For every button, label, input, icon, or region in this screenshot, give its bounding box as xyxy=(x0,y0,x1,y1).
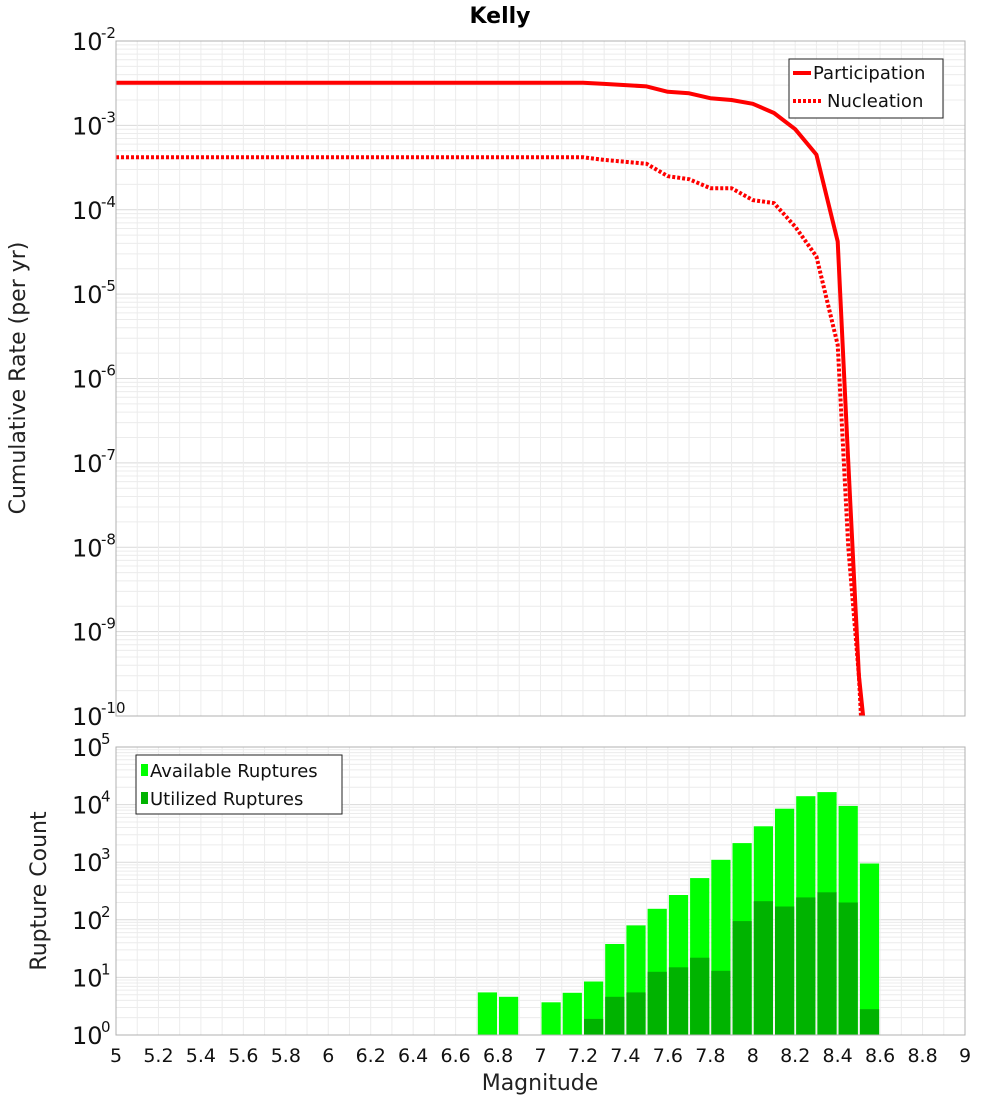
x-tick-label: 8.6 xyxy=(865,1045,895,1067)
x-tick-label: 9 xyxy=(959,1045,971,1067)
bottom-ytick-exp: 4 xyxy=(101,788,111,806)
bottom-ytick-base: 10 xyxy=(72,792,103,820)
top-ytick-exp: -5 xyxy=(101,277,116,295)
bottom-ytick-exp: 2 xyxy=(101,903,111,921)
x-tick-label: 5.2 xyxy=(143,1045,173,1067)
x-tick-label: 7.8 xyxy=(695,1045,725,1067)
top-ytick-exp: -10 xyxy=(101,699,126,717)
series-line-participation xyxy=(116,80,866,717)
x-tick-label: 8.8 xyxy=(907,1045,937,1067)
bar-utilized xyxy=(605,996,625,1035)
bar-utilized xyxy=(647,971,667,1035)
bar-utilized xyxy=(626,992,646,1035)
top-ytick-base: 10 xyxy=(72,450,103,478)
top-ytick-base: 10 xyxy=(72,366,103,394)
bottom-ytick-exp: 0 xyxy=(101,1018,111,1036)
top-y-axis-label: Cumulative Rate (per yr) xyxy=(6,242,31,515)
chart-title: Kelly xyxy=(469,4,530,29)
legend-label-available: Available Ruptures xyxy=(150,761,318,782)
bar-utilized xyxy=(690,957,710,1035)
bar-utilized xyxy=(838,902,858,1035)
bar-utilized xyxy=(775,906,795,1035)
bar-utilized xyxy=(859,1009,880,1035)
x-tick-label: 5 xyxy=(110,1045,122,1067)
x-tick-label: 5.6 xyxy=(228,1045,258,1067)
legend-label-participation: Participation xyxy=(813,63,925,84)
top-ytick-exp: -9 xyxy=(101,615,116,633)
x-tick-label: 8.2 xyxy=(780,1045,810,1067)
x-tick-label: 6.8 xyxy=(483,1045,513,1067)
bar-utilized xyxy=(753,901,773,1035)
bottom-ytick-base: 10 xyxy=(72,849,103,877)
top-ytick-exp: -6 xyxy=(101,362,116,380)
bottom-ytick-exp: 5 xyxy=(101,730,111,748)
top-ytick-base: 10 xyxy=(72,281,103,309)
top-plot-border xyxy=(115,40,966,717)
bottom-y-axis-label: Rupture Count xyxy=(27,811,52,971)
x-tick-label: 7.6 xyxy=(653,1045,683,1067)
bottom-ytick-base: 10 xyxy=(72,1022,103,1050)
series-line-nucleation xyxy=(116,155,863,717)
top-ytick-exp: -4 xyxy=(101,193,116,211)
legend-swatch-utilized xyxy=(141,792,148,804)
x-tick-label: 6.4 xyxy=(398,1045,428,1067)
bottom-legend-box xyxy=(135,754,343,815)
x-tick-label: 5.4 xyxy=(186,1045,216,1067)
legend-swatch-available xyxy=(141,764,148,776)
x-axis-label: Magnitude xyxy=(482,1071,599,1096)
bar-utilized xyxy=(668,967,689,1035)
top-ytick-base: 10 xyxy=(72,112,103,140)
top-ytick-exp: -2 xyxy=(101,24,116,42)
bottom-ytick-exp: 3 xyxy=(101,845,111,863)
bar-available xyxy=(541,1002,561,1035)
bar-utilized xyxy=(796,897,816,1035)
top-ytick-base: 10 xyxy=(72,197,103,225)
top-ytick-exp: -7 xyxy=(101,446,116,464)
bar-available xyxy=(477,992,497,1035)
bar-utilized xyxy=(584,1018,604,1035)
x-tick-label: 7 xyxy=(534,1045,546,1067)
top-ytick-base: 10 xyxy=(72,28,103,56)
x-tick-label: 6 xyxy=(322,1045,334,1067)
bar-utilized xyxy=(817,892,837,1035)
top-ytick-exp: -3 xyxy=(101,108,116,126)
top-ytick-exp: -8 xyxy=(101,530,116,548)
bottom-ytick-base: 10 xyxy=(72,964,103,992)
top-ytick-base: 10 xyxy=(72,703,103,731)
x-tick-label: 6.6 xyxy=(440,1045,470,1067)
x-tick-label: 8 xyxy=(747,1045,759,1067)
top-ytick-base: 10 xyxy=(72,619,103,647)
bar-available xyxy=(499,996,519,1035)
bottom-plot-border xyxy=(115,746,966,1036)
bar-utilized xyxy=(711,970,731,1035)
x-tick-label: 5.8 xyxy=(271,1045,301,1067)
x-tick-label: 6.2 xyxy=(356,1045,386,1067)
legend-label-utilized: Utilized Ruptures xyxy=(150,789,303,810)
legend-label-nucleation: Nucleation xyxy=(827,91,923,112)
x-tick-label: 7.2 xyxy=(568,1045,598,1067)
bar-utilized xyxy=(732,921,752,1035)
bottom-ytick-base: 10 xyxy=(72,907,103,935)
x-tick-label: 8.4 xyxy=(823,1045,853,1067)
bar-available xyxy=(562,992,582,1035)
bottom-ytick-base: 10 xyxy=(72,734,103,762)
top-ytick-base: 10 xyxy=(72,534,103,562)
bar-available xyxy=(859,863,880,1035)
top-legend-box xyxy=(788,58,944,119)
bottom-ytick-exp: 1 xyxy=(101,960,111,978)
x-tick-label: 7.4 xyxy=(610,1045,640,1067)
